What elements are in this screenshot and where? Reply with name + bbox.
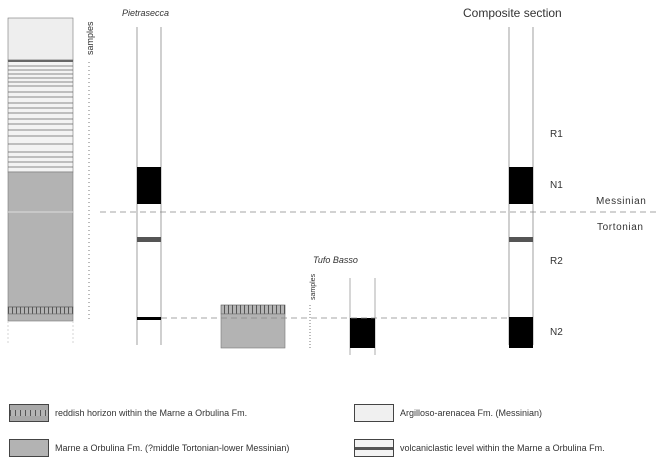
argilloso-banded-unit: [7, 59, 74, 173]
samples-label: samples: [85, 21, 95, 55]
legend-item-volcanic: volcaniclastic level within the Marne a …: [354, 437, 605, 459]
composite-section: Composite section R1 N1 R2 N2: [463, 6, 563, 348]
argilloso-unit: [7, 17, 74, 61]
zone-r2-label: R2: [550, 256, 563, 267]
legend-swatch-marne: [9, 439, 49, 457]
reddish-horizon-unit: [7, 306, 74, 315]
legend-text-volcanic: volcaniclastic level within the Marne a …: [400, 443, 605, 453]
stage-messinian-label: Messinian: [596, 196, 646, 207]
legend-item-argilloso: Argilloso-arenacea Fm. (Messinian): [354, 402, 542, 424]
legend-item-marne: Marne a Orbulina Fm. (?middle Tortonian-…: [9, 437, 289, 459]
pietrasecca-normal-polarity-zone: [137, 167, 161, 204]
composite-volcaniclastic-level: [509, 237, 533, 242]
stage-tortonian-label: Tortonian: [597, 222, 644, 233]
tufo-basso-normal-polarity-zone: [350, 318, 375, 348]
tufo-basso-samples-label: samples: [310, 273, 317, 300]
lithology-column: [7, 17, 74, 345]
tufo-basso-title: Tufo Basso: [313, 255, 358, 265]
zone-n1-label: N1: [550, 180, 563, 191]
legend-text-argilloso: Argilloso-arenacea Fm. (Messinian): [400, 408, 543, 418]
marne-base-unit: [7, 313, 74, 322]
zone-r1-label: R1: [550, 129, 563, 140]
pietrasecca-volcaniclastic-level: [137, 237, 161, 242]
legend-text-marne: Marne a Orbulina Fm. (?middle Tortonian-…: [55, 443, 290, 453]
pietrasecca-section: Pietrasecca: [122, 8, 169, 345]
tufo-basso-section: Tufo Basso samples: [220, 255, 376, 355]
legend-swatch-argilloso: [354, 404, 394, 422]
zone-n2-label: N2: [550, 327, 563, 338]
pietrasecca-title: Pietrasecca: [122, 8, 169, 18]
volcaniclastic-levels: [8, 60, 73, 168]
tufo-basso-marne-unit: [220, 313, 286, 349]
composite-title: Composite section: [463, 6, 562, 20]
legend-item-reddish: reddish horizon within the Marne a Orbul…: [9, 402, 247, 424]
marne-unit: [7, 171, 74, 308]
composite-n2-zone: [509, 317, 533, 348]
composite-n1-zone: [509, 167, 533, 204]
pietrasecca-normal-polarity-base: [137, 317, 161, 320]
legend-swatch-volcanic: [354, 439, 394, 457]
legend-swatch-reddish: [9, 404, 49, 422]
legend-text-reddish: reddish horizon within the Marne a Orbul…: [55, 408, 248, 418]
tufo-basso-reddish-horizon: [220, 304, 286, 315]
